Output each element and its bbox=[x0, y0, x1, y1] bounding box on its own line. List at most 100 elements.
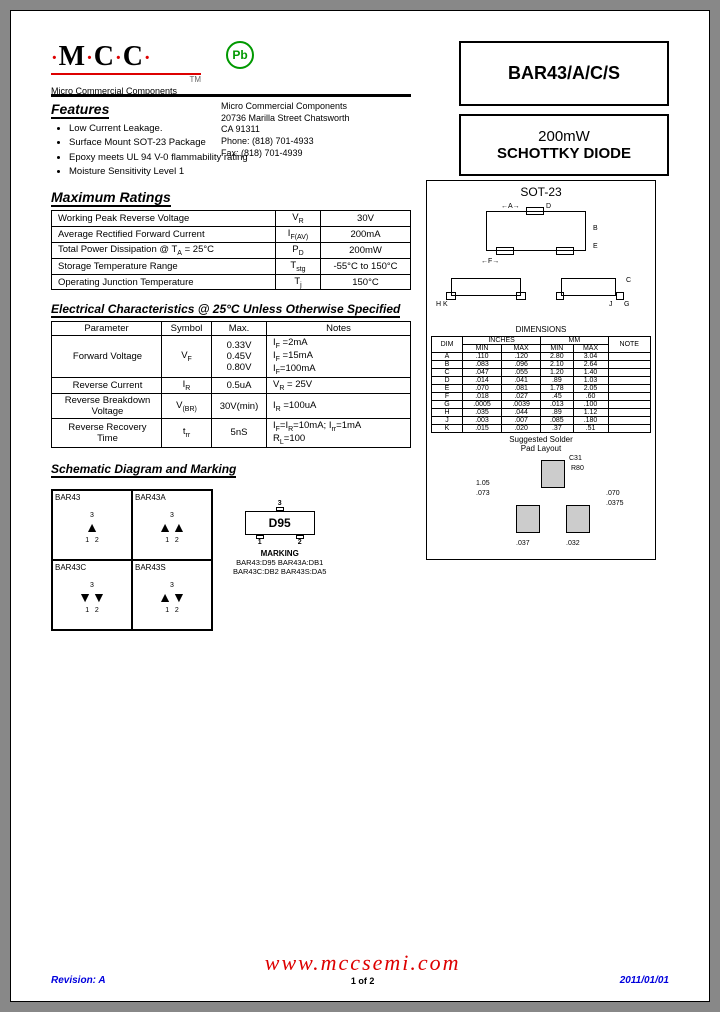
dimensions-label: DIMENSIONS bbox=[431, 325, 651, 334]
table-cell: VR bbox=[276, 211, 321, 227]
table-cell: IF =2mAIF =15mAIF=100mA bbox=[267, 336, 411, 378]
product-type: SCHOTTKY DIODE bbox=[471, 145, 657, 162]
pad-layout-drawing: C31 R80 1.05 .073 .070 .0375 .037 .032 bbox=[431, 455, 651, 555]
company-logo: ·M·C·C· bbox=[51, 41, 211, 73]
table-cell: Reverse Breakdown Voltage bbox=[52, 394, 162, 419]
max-ratings-heading: Maximum Ratings bbox=[51, 189, 171, 207]
table-cell bbox=[608, 417, 650, 425]
schematic-cell: BAR43C3▼▼1 2 bbox=[52, 560, 132, 630]
table-cell: Reverse Recovery Time bbox=[52, 419, 162, 448]
table-cell: .51 bbox=[573, 425, 608, 433]
marking-label: MARKING bbox=[233, 549, 326, 558]
table-cell: E bbox=[432, 385, 463, 393]
table-cell: .018 bbox=[462, 393, 501, 401]
feature-item: Epoxy meets UL 94 V-0 flammability ratin… bbox=[69, 151, 411, 165]
table-cell: .083 bbox=[462, 361, 501, 369]
schematic-heading: Schematic Diagram and Marking bbox=[51, 462, 236, 478]
dim-label: C31 bbox=[569, 455, 582, 462]
table-cell: C bbox=[432, 369, 463, 377]
table-cell bbox=[608, 425, 650, 433]
pb-free-icon: Pb bbox=[226, 41, 254, 69]
features-heading: Features bbox=[51, 101, 109, 119]
table-cell: .180 bbox=[573, 417, 608, 425]
features-list: Low Current Leakage. Surface Mount SOT-2… bbox=[69, 122, 411, 179]
table-cell: 1.12 bbox=[573, 409, 608, 417]
table-cell: .110 bbox=[462, 353, 501, 361]
table-cell: IR =100uA bbox=[267, 394, 411, 419]
table-cell: .047 bbox=[462, 369, 501, 377]
table-cell bbox=[608, 393, 650, 401]
table-cell: .041 bbox=[502, 377, 541, 385]
table-cell: .007 bbox=[502, 417, 541, 425]
elec-char-heading: Electrical Characteristics @ 25°C Unless… bbox=[51, 302, 400, 318]
page-number: 1 of 2 bbox=[265, 976, 461, 986]
table-cell: 1.03 bbox=[573, 377, 608, 385]
table-cell: Tstg bbox=[276, 258, 321, 274]
table-cell: Forward Voltage bbox=[52, 336, 162, 378]
schematic-grid: BAR433▲1 2 BAR43A3▲▲1 2 BAR43C3▼▼1 2 BAR… bbox=[51, 489, 213, 631]
table-cell: A bbox=[432, 353, 463, 361]
table-cell: 150°C bbox=[321, 274, 411, 290]
table-cell: IR bbox=[162, 378, 212, 394]
table-cell: 1.78 bbox=[541, 385, 573, 393]
dim-label: .0375 bbox=[606, 500, 624, 507]
table-cell: 30V bbox=[321, 211, 411, 227]
table-cell: 5nS bbox=[212, 419, 267, 448]
table-cell: .014 bbox=[462, 377, 501, 385]
table-cell: .0039 bbox=[502, 401, 541, 409]
table-cell: .044 bbox=[502, 409, 541, 417]
table-cell: 3.04 bbox=[573, 353, 608, 361]
table-header: Max. bbox=[212, 322, 267, 336]
table-cell: .035 bbox=[462, 409, 501, 417]
table-cell bbox=[608, 361, 650, 369]
elec-char-table: ParameterSymbolMax.NotesForward VoltageV… bbox=[51, 321, 411, 447]
table-header: Symbol bbox=[162, 322, 212, 336]
table-cell: .015 bbox=[462, 425, 501, 433]
table-cell bbox=[608, 377, 650, 385]
max-ratings-table: Working Peak Reverse VoltageVR30VAverage… bbox=[51, 210, 411, 290]
table-cell: F bbox=[432, 393, 463, 401]
table-cell: 1.20 bbox=[541, 369, 573, 377]
table-header: Parameter bbox=[52, 322, 162, 336]
revision-label: Revision: A bbox=[51, 975, 106, 986]
dim-label: 1.05 bbox=[476, 480, 490, 487]
table-cell: .027 bbox=[502, 393, 541, 401]
schematic-cell: BAR433▲1 2 bbox=[52, 490, 132, 560]
table-cell: 200mA bbox=[321, 226, 411, 242]
table-cell: Tj bbox=[276, 274, 321, 290]
table-cell: .0005 bbox=[462, 401, 501, 409]
table-cell: B bbox=[432, 361, 463, 369]
table-cell: 200mW bbox=[321, 242, 411, 258]
table-cell: PD bbox=[276, 242, 321, 258]
power-rating: 200mW bbox=[471, 128, 657, 145]
table-cell: 2.05 bbox=[573, 385, 608, 393]
marking-codes: BAR43:D95 BAR43A:DB1BAR43C:DB2 BAR43S:DA… bbox=[233, 558, 326, 576]
table-cell: .37 bbox=[541, 425, 573, 433]
table-cell: 2.10 bbox=[541, 361, 573, 369]
elec-char-section: Electrical Characteristics @ 25°C Unless… bbox=[51, 302, 411, 447]
table-cell: .013 bbox=[541, 401, 573, 409]
chip-marking: 3 D95 1 2 bbox=[245, 511, 315, 535]
datasheet-page: ·M·C·C· TM Micro Commercial Components P… bbox=[10, 10, 710, 1002]
table-cell bbox=[608, 409, 650, 417]
table-cell: IF=IR=10mA; Irr=1mARL=100 bbox=[267, 419, 411, 448]
table-cell bbox=[608, 401, 650, 409]
table-cell: IF(AV) bbox=[276, 226, 321, 242]
dim-label: .037 bbox=[516, 540, 530, 547]
table-cell: Reverse Current bbox=[52, 378, 162, 394]
table-cell: Total Power Dissipation @ TA = 25°C bbox=[52, 242, 276, 258]
table-cell: 30V(min) bbox=[212, 394, 267, 419]
table-cell: .100 bbox=[573, 401, 608, 409]
table-cell: Storage Temperature Range bbox=[52, 258, 276, 274]
table-cell: V(BR) bbox=[162, 394, 212, 419]
table-cell: .055 bbox=[502, 369, 541, 377]
table-cell: 0.33V0.45V0.80V bbox=[212, 336, 267, 378]
dim-label: .073 bbox=[476, 490, 490, 497]
pad-layout-caption: Suggested SolderPad Layout bbox=[431, 435, 651, 453]
package-title: SOT-23 bbox=[431, 185, 651, 199]
max-ratings-section: Maximum Ratings Working Peak Reverse Vol… bbox=[51, 189, 411, 290]
table-cell: .081 bbox=[502, 385, 541, 393]
table-cell: 0.5uA bbox=[212, 378, 267, 394]
table-cell: .45 bbox=[541, 393, 573, 401]
features-section: Features Low Current Leakage. Surface Mo… bbox=[51, 101, 411, 179]
